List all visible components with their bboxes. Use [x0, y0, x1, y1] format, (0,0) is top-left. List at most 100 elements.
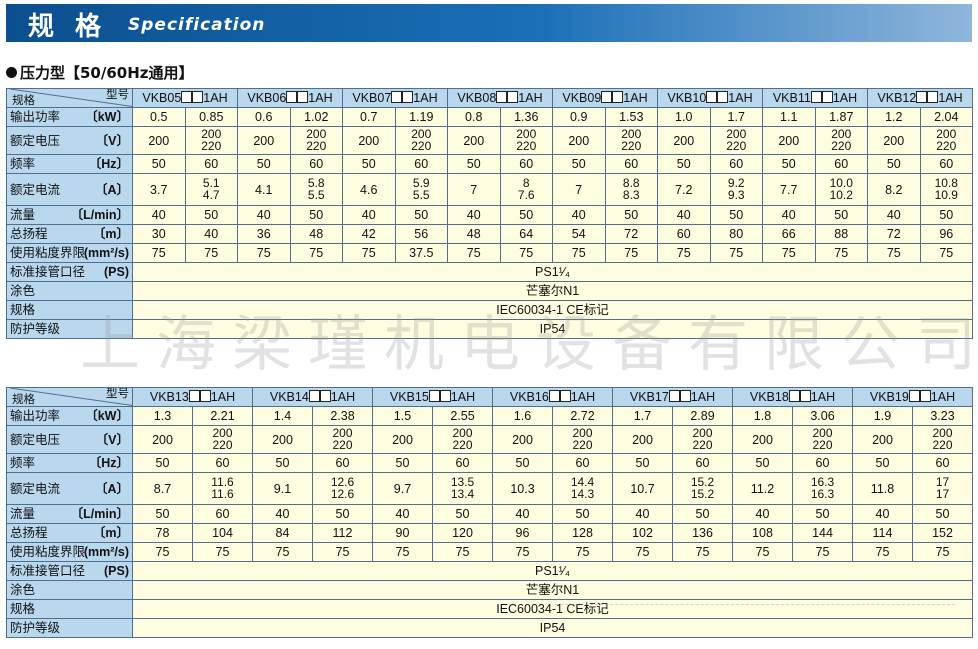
value-text: 37.5: [409, 246, 434, 260]
value-text: 75: [635, 545, 650, 559]
row-label-unit: (mm²/s): [83, 545, 129, 559]
spec-row: 频率 〔Hz〕 50 60 50 60 50 60 50 60 50 60 50 60 50 60 50 60: [6, 154, 974, 174]
value-cell: 9.2 9.3: [709, 173, 763, 206]
value-text: 75: [515, 545, 530, 559]
value-cell: 3.7: [132, 173, 186, 206]
row-label-unit: (PS): [104, 265, 129, 279]
corner-label-model: 型号: [106, 89, 129, 102]
value-cell: 75: [184, 243, 238, 263]
value-text: 60: [455, 456, 470, 470]
model-suffix: 1AH: [450, 390, 476, 404]
value-line: 220: [411, 138, 432, 153]
value-line: 10.0: [829, 176, 853, 190]
placeholder-box-icon: [192, 91, 204, 103]
model-prefix: VKB15: [389, 390, 429, 404]
value-text: 72: [624, 227, 639, 241]
value-text: 60: [309, 157, 324, 171]
value-text: 40: [875, 507, 890, 521]
value-text: 0.85: [199, 110, 224, 124]
value-line: 9.2: [727, 176, 745, 190]
value-cell: 8.7: [132, 472, 193, 505]
value-line: 5.9: [412, 176, 430, 190]
table-subtitle: 压力型【50/60Hz通用】: [6, 62, 194, 83]
value-cell: 36: [237, 224, 291, 244]
value-text: 40: [466, 208, 481, 222]
value-text: 60: [676, 227, 691, 241]
value-text: 200: [512, 432, 533, 447]
value-text: 10.7: [630, 481, 655, 496]
value-cell: 1.02: [289, 107, 343, 127]
value-cell: 4.6: [342, 173, 396, 206]
row-label: 频率 〔Hz〕: [6, 154, 133, 174]
value-cell: 50: [852, 453, 913, 473]
value-text: 75: [939, 246, 954, 260]
value-text: 56: [414, 227, 429, 241]
value-cell: 60: [394, 154, 448, 174]
value-text: 1.87: [829, 110, 854, 124]
value-cell: 60: [184, 154, 238, 174]
value-cell: 50: [792, 504, 853, 524]
placeholder-box-icon: [188, 390, 200, 402]
value-text: 11.2: [750, 481, 775, 496]
common-value: IEC60034-1 CE标记: [496, 602, 609, 616]
value-text: 200: [872, 432, 893, 447]
value-line: 200: [516, 127, 537, 141]
value-line: 220: [692, 437, 713, 452]
common-value: IEC60034-1 CE标记: [496, 303, 609, 317]
value-line: 200: [831, 127, 852, 141]
value-cell: 75: [919, 243, 974, 263]
value-cell: 9.1: [252, 472, 313, 505]
value-text: 75: [155, 545, 170, 559]
value-text: 1.19: [409, 110, 434, 124]
value-text: 50: [335, 507, 350, 521]
value-text: 3.23: [930, 409, 955, 423]
placeholder-box-icon: [286, 91, 298, 103]
value-cell: 75: [552, 243, 606, 263]
model-prefix: VKB18: [749, 390, 789, 404]
value-line: 200: [572, 426, 593, 440]
row-label-name: 流量: [10, 507, 36, 521]
common-row: 涂色 芒塞尔N1: [6, 281, 974, 301]
row-label: 标准接管口径 (PS): [6, 561, 133, 581]
value-line: 9.3: [727, 187, 745, 202]
value-text: 120: [452, 526, 473, 540]
value-cell: 75: [852, 542, 913, 562]
value-text: 50: [695, 507, 710, 521]
row-label-unit: (PS): [104, 564, 129, 578]
placeholder-box-icon: [297, 91, 309, 103]
value-cell: 60: [312, 453, 373, 473]
value-cell: 40: [184, 224, 238, 244]
value-cell: 50: [372, 453, 433, 473]
value-cell: 50: [252, 453, 313, 473]
value-cell: 2.38: [312, 406, 373, 426]
value-text: 1.02: [304, 110, 329, 124]
common-row: 防护等级 IP54: [6, 618, 973, 638]
model-prefix: VKB13: [149, 390, 189, 404]
row-label-name: 标准接管口径: [10, 265, 86, 279]
model-header-cell: VKB05 1AH: [132, 88, 238, 108]
value-cell: 78: [132, 523, 193, 543]
row-label-name: 标准接管口径: [10, 564, 86, 578]
model-suffix: 1AH: [413, 91, 438, 105]
model-prefix: VKB11: [772, 91, 811, 105]
value-line: 220: [306, 138, 327, 153]
value-text: 200: [632, 432, 653, 447]
value-line: 200: [621, 127, 642, 141]
value-cell: 50: [612, 453, 673, 473]
value-text: 50: [815, 507, 830, 521]
value-text: 7.7: [780, 182, 798, 197]
placeholder-box-icon: [612, 91, 624, 103]
value-cell: 200: [132, 425, 193, 454]
value-cell: 7: [552, 173, 606, 206]
value-text: 50: [939, 208, 954, 222]
value-text: 10.3: [510, 481, 535, 496]
value-cell: 120: [432, 523, 493, 543]
model-prefix: VKB14: [269, 390, 309, 404]
value-cell: 75: [604, 243, 658, 263]
placeholder-box-icon: [428, 390, 440, 402]
row-label-name: 防护等级: [10, 621, 61, 635]
value-cell: 48: [447, 224, 501, 244]
value-text: 9.7: [393, 481, 412, 496]
value-line: 220: [516, 138, 537, 153]
row-label-unit: 〔m〕: [92, 526, 129, 540]
